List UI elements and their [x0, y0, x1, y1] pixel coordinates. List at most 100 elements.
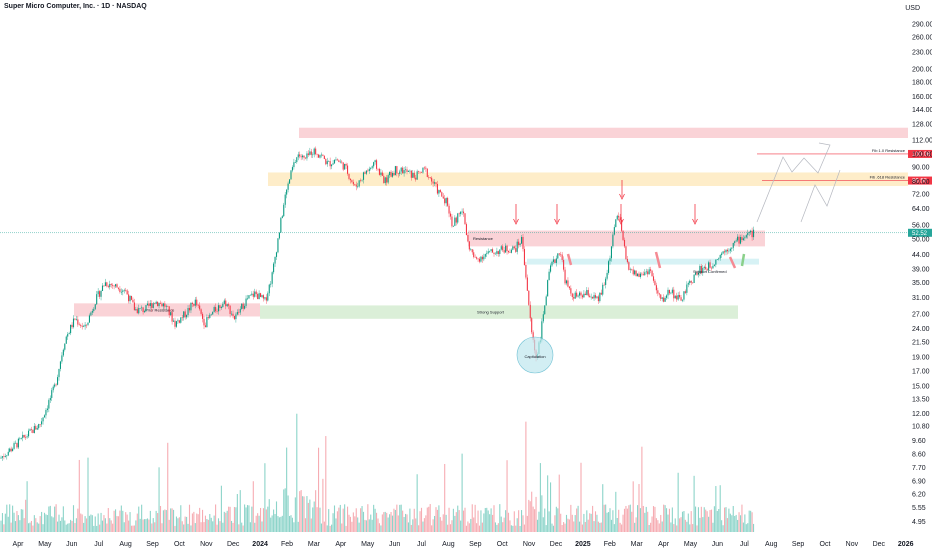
candle-body [223, 300, 225, 304]
volume-bar [481, 522, 483, 532]
candle-body [26, 436, 28, 438]
volume-bar [732, 505, 734, 532]
candle-body [671, 289, 673, 293]
volume-bar [267, 506, 269, 532]
candle-body [181, 317, 183, 318]
candle-body [290, 170, 292, 180]
volume-bar [162, 510, 164, 532]
candle-body [554, 259, 556, 263]
candle-body [599, 292, 601, 302]
volume-bar [239, 490, 241, 532]
volume-bar [283, 489, 285, 532]
volume-bar [180, 505, 182, 532]
candle-body [7, 451, 9, 456]
candle-body [452, 225, 454, 227]
candle-body [650, 269, 652, 271]
candle-body [62, 349, 64, 356]
volume-bar [29, 522, 31, 532]
volume-bar [690, 511, 692, 532]
candle-body [270, 283, 272, 285]
volume-bar [54, 506, 56, 532]
volume-bar [689, 524, 691, 532]
y-tick-label: 21.50 [912, 340, 930, 347]
candle-body [700, 265, 702, 274]
volume-bar [639, 508, 641, 532]
volume-bar [309, 499, 311, 532]
candle-body [493, 252, 495, 254]
volume-bar [61, 517, 63, 532]
volume-bar [325, 436, 327, 532]
volume-bar [505, 510, 507, 532]
volume-bar [332, 513, 334, 532]
candle-body [267, 293, 269, 301]
volume-bar [236, 494, 238, 532]
y-tick-label: 6.90 [912, 479, 926, 486]
candle-body [115, 284, 117, 287]
candle-body [357, 186, 359, 188]
candle-body [658, 293, 660, 295]
candle-body [447, 197, 449, 206]
candle-body [341, 161, 343, 163]
candle-body [712, 265, 714, 269]
candle-body [152, 303, 154, 308]
volume-bar [568, 519, 570, 532]
volume-bar [70, 519, 72, 532]
candle-body [322, 154, 324, 156]
volume-bar [584, 521, 586, 532]
volume-bar [463, 510, 465, 532]
candle-body [425, 167, 427, 169]
volume-bar [574, 515, 576, 532]
candle-body [370, 167, 372, 169]
volume-bar [270, 517, 272, 532]
candle-body [57, 377, 59, 385]
volume-bar [345, 525, 347, 532]
candle-body [432, 181, 434, 184]
volume-bar [262, 508, 264, 532]
volume-bar [654, 506, 656, 532]
x-tick-label: 2026 [898, 541, 914, 548]
fib-label: Fib .618 Resistance [870, 175, 906, 180]
candle-body [710, 267, 713, 269]
candle-body [260, 293, 262, 297]
volume-bar [706, 511, 708, 532]
volume-bar [252, 481, 254, 532]
volume-bar [344, 504, 346, 532]
candle-body [589, 295, 591, 298]
candle-body [642, 274, 644, 276]
candle-body [519, 243, 521, 245]
candle-body [722, 251, 724, 254]
candle-body [132, 299, 134, 303]
candle-body [304, 157, 307, 159]
candle-body [326, 161, 328, 165]
candle-body [332, 163, 334, 165]
volume-bar [286, 447, 288, 532]
volume-bar [565, 514, 568, 532]
volume-bar [339, 504, 341, 532]
candle-body [216, 311, 218, 312]
candle-body [58, 368, 60, 378]
volume-bar [496, 524, 498, 532]
candle-body [104, 282, 106, 286]
volume-bar [405, 513, 407, 532]
volume-bar [203, 522, 205, 532]
volume-bar [521, 510, 523, 532]
zone-label: Strong Support [477, 310, 505, 315]
volume-bar [244, 504, 246, 532]
candle-body [407, 171, 409, 172]
candle-body [697, 273, 699, 275]
candle-body [158, 302, 160, 307]
candle-body [239, 308, 241, 313]
candle-body [647, 271, 649, 275]
candle-body [597, 296, 599, 302]
candle-body [117, 287, 119, 289]
volume-bar [499, 504, 501, 532]
candle-body [623, 239, 626, 247]
volume-bar [246, 505, 249, 532]
zones-layer: Resistance Prior Resistance Strong Support [74, 127, 908, 319]
volume-bar [616, 517, 618, 532]
candle-body [90, 312, 92, 316]
candle-body [296, 157, 298, 163]
volume-bar [319, 507, 321, 532]
volume-bar [78, 459, 80, 532]
